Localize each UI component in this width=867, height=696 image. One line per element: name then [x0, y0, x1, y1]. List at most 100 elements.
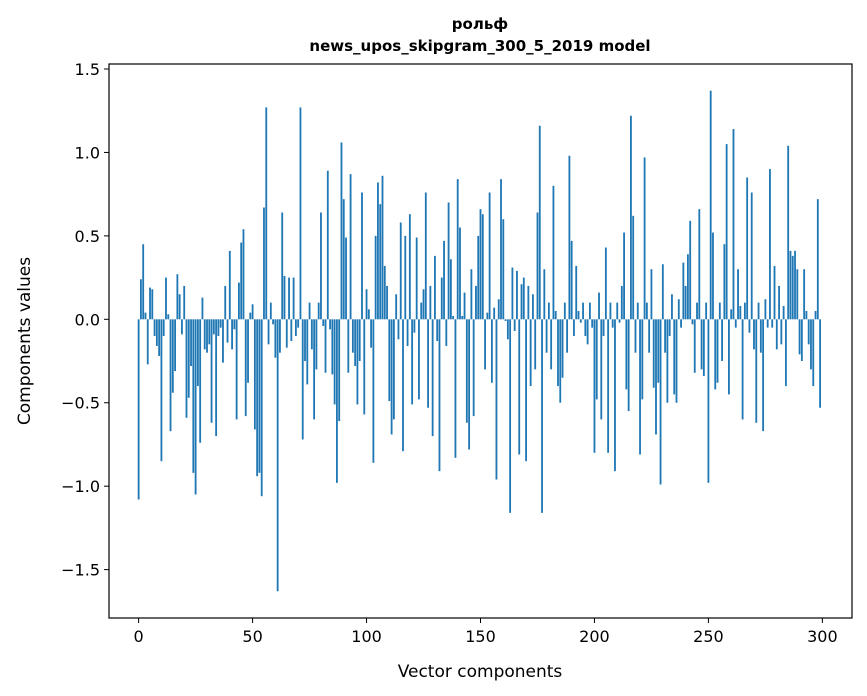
bar-57: [267, 319, 270, 345]
bar-143: [463, 292, 466, 320]
bar-237: [677, 299, 680, 320]
bar-150: [479, 209, 482, 320]
bar-63: [281, 212, 284, 320]
bar-40: [228, 250, 231, 320]
bar-239: [682, 262, 685, 320]
bar-16: [174, 319, 177, 372]
bar-140: [456, 179, 459, 320]
bar-270: [753, 319, 755, 350]
bar-116: [402, 319, 404, 452]
bar-106: [379, 204, 382, 320]
bar-110: [388, 319, 391, 402]
bar-185: [559, 319, 562, 403]
bar-277: [769, 169, 771, 320]
bar-35: [217, 319, 220, 336]
bar-45: [240, 242, 243, 320]
bar-235: [673, 319, 676, 395]
bar-164: [511, 267, 514, 320]
bar-141: [459, 227, 461, 320]
bar-228: [657, 319, 660, 383]
bar-158: [497, 299, 500, 320]
bar-0: [137, 319, 140, 500]
bar-293: [805, 310, 808, 320]
bar-166: [516, 270, 518, 320]
bars-group: [137, 90, 822, 592]
bar-288: [794, 250, 796, 320]
bar-268: [748, 319, 751, 333]
bar-52: [256, 319, 259, 477]
bar-94: [351, 319, 354, 353]
bar-135: [445, 319, 448, 347]
bar-134: [443, 240, 445, 320]
bar-23: [190, 319, 192, 367]
x-tick-label: 100: [351, 627, 382, 646]
bar-175: [536, 212, 539, 320]
bar-168: [520, 284, 523, 320]
bar-254: [716, 319, 719, 383]
bar-119: [408, 214, 411, 320]
bar-100: [365, 289, 368, 320]
bar-204: [602, 319, 605, 336]
bar-190: [570, 240, 573, 320]
bar-130: [434, 255, 436, 320]
bar-148: [475, 285, 477, 320]
bar-46: [242, 229, 245, 320]
bar-31: [208, 319, 211, 345]
bar-44: [237, 282, 240, 320]
bar-160: [502, 219, 505, 320]
bar-30: [206, 319, 208, 353]
bar-260: [730, 309, 733, 320]
bar-247: [700, 319, 703, 370]
bar-233: [668, 319, 671, 336]
bar-266: [743, 302, 746, 320]
bar-255: [718, 302, 721, 320]
bar-27: [199, 319, 202, 443]
bar-85: [331, 319, 334, 375]
bar-231: [664, 319, 667, 353]
bar-53: [258, 319, 261, 473]
bar-199: [591, 319, 594, 328]
x-tick-label: 200: [579, 627, 610, 646]
bar-285: [787, 145, 790, 320]
bar-14: [169, 319, 172, 432]
bar-76: [310, 319, 313, 350]
bar-259: [728, 319, 730, 395]
plot-frame: [108, 63, 853, 619]
bar-161: [504, 319, 507, 321]
bar-249: [705, 302, 708, 320]
x-axis: 0 50 100 150 200 250 300: [134, 618, 838, 646]
bar-187: [563, 302, 566, 320]
bar-212: [620, 285, 623, 320]
bar-243: [691, 319, 694, 325]
bar-236: [675, 319, 678, 403]
y-tick-label: −0.5: [61, 394, 100, 413]
bar-215: [627, 319, 630, 412]
bar-173: [532, 294, 534, 320]
bar-286: [789, 250, 792, 320]
bar-225: [650, 269, 653, 320]
x-axis-label: Vector components: [398, 662, 563, 682]
bar-41: [231, 319, 233, 350]
bar-42: [233, 319, 236, 330]
bar-221: [641, 319, 644, 400]
bar-8: [155, 319, 158, 347]
bar-51: [253, 319, 256, 430]
bar-82: [324, 319, 327, 373]
y-tick-label: 0.0: [75, 310, 100, 329]
bar-279: [773, 265, 776, 320]
bar-38: [224, 285, 227, 320]
bar-264: [739, 305, 742, 320]
bar-25: [194, 319, 197, 495]
bar-95: [354, 319, 357, 367]
bar-196: [584, 319, 587, 336]
bar-113: [395, 294, 398, 320]
bar-256: [721, 319, 724, 362]
bar-298: [816, 199, 819, 320]
bar-274: [762, 319, 765, 432]
bar-97: [358, 319, 361, 362]
bar-39: [226, 319, 229, 343]
bar-89: [340, 142, 343, 320]
bar-80: [320, 212, 322, 320]
bar-201: [595, 319, 598, 400]
